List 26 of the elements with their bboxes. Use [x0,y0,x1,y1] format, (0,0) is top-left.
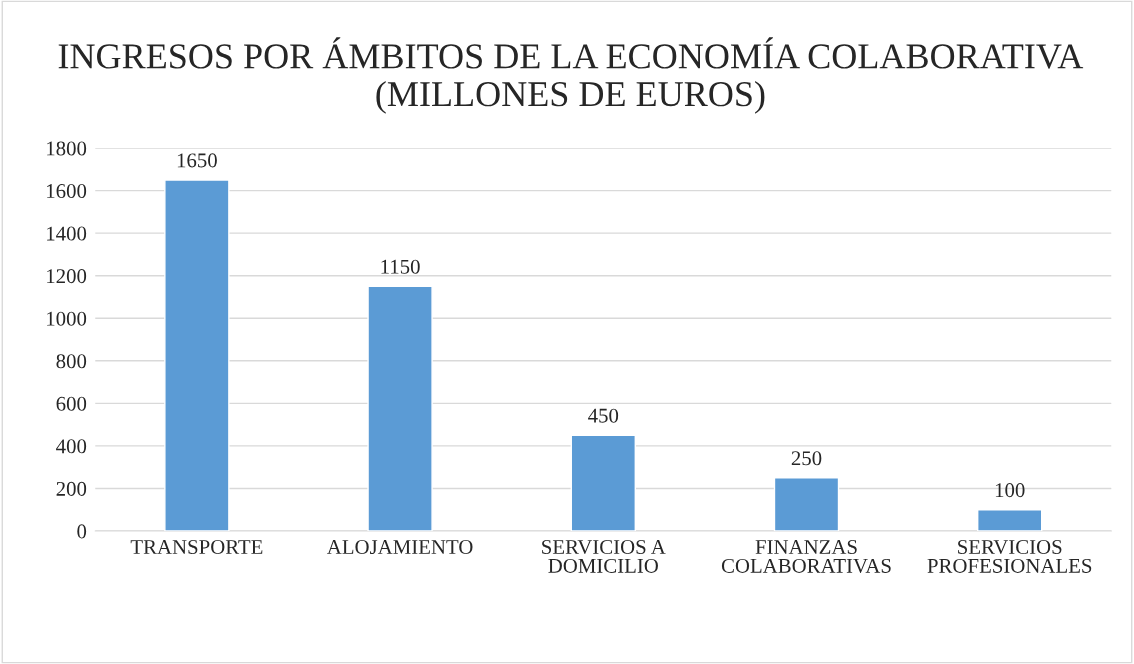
y-tick-label: 1800 [47,141,87,156]
y-tick-label: 1400 [47,226,87,241]
x-tick-label: SERVICIOS A DOMICILIO [542,539,666,573]
bar [164,179,230,531]
y-tick-label: 1600 [47,183,87,199]
data-label: 1150 [381,259,420,274]
chart-title: INGRESOS POR ÁMBITOS DE LA ECONOMÍA COLABORATIVA (MILLONES DE EUROS) [58,37,1084,114]
x-tick-label: FINANZAS COLABORATIVAS [721,539,891,573]
data-label: 450 [588,408,619,423]
bar [570,434,636,531]
x-tick-label: ALOJAMIENTO [326,539,473,554]
y-tick-label: 1200 [47,269,87,284]
x-tick-label: SERVICIOS PROFESIONALES [927,539,1092,573]
bar [773,477,840,531]
y-tick-label: 0 [77,524,87,539]
x-tick-label: TRANSPORTE [130,539,263,554]
y-tick-label: 800 [56,354,87,369]
data-label: 250 [791,451,822,466]
y-tick-label: 200 [56,481,87,496]
y-tick-label: 1000 [47,311,87,326]
data-label: 100 [995,483,1025,498]
y-tick-label: 400 [56,439,87,454]
data-label: 1650 [177,153,217,168]
y-tick-label: 600 [56,396,87,411]
bar [367,285,433,531]
bar [977,509,1043,531]
